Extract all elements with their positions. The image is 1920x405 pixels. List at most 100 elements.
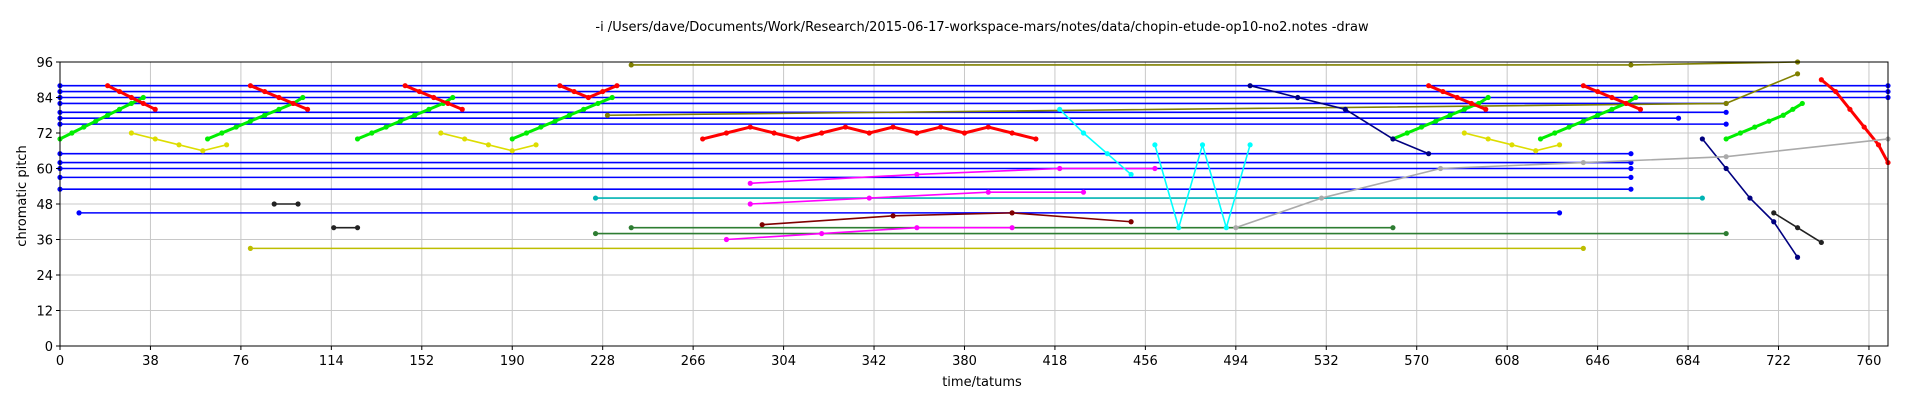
series-45 [1461,130,1563,154]
data-point [1623,100,1629,107]
series-23 [57,94,146,142]
data-point [1818,239,1824,246]
data-point [1485,94,1491,101]
data-point [1766,118,1772,124]
x-tick-label: 342 [862,354,887,369]
data-point [700,136,706,142]
data-point [1468,100,1475,107]
data-point [1628,151,1634,157]
data-point [1637,106,1644,112]
data-point [571,88,577,95]
x-tick-label: 570 [1404,354,1429,369]
data-point [1595,88,1601,95]
data-point [1799,100,1805,107]
series-35 [1426,83,1489,112]
data-point [412,112,418,118]
series-38 [1057,106,1134,178]
x-tick-label: 190 [500,354,525,369]
series-22 [604,71,1801,118]
series-layer [57,59,1891,260]
data-point [176,142,182,148]
data-point [538,124,544,130]
data-point [1580,118,1586,124]
x-tick-label: 228 [590,354,615,369]
data-point [224,142,230,148]
data-point [200,148,206,154]
data-point [247,245,254,251]
data-point [128,130,135,136]
data-point [426,106,432,112]
data-point [1752,124,1758,130]
series-16 [247,245,1586,251]
data-point [431,94,437,101]
data-point [509,148,515,154]
data-point [450,94,456,101]
data-point [262,112,268,118]
x-tick-label: 418 [1043,354,1068,369]
data-point [152,106,158,112]
series-17 [723,225,1015,243]
chart-title: -i /Users/dave/Documents/Work/Research/2… [595,20,1369,35]
data-point [485,142,492,148]
data-point [1723,136,1729,142]
data-point [1794,225,1801,231]
data-point [604,112,611,118]
y-tick-label: 60 [36,163,53,178]
x-tick-label: 760 [1857,354,1882,369]
series-37 [1818,77,1891,166]
data-point [592,230,599,237]
series-line [726,226,1013,241]
data-point [1057,165,1063,172]
x-tick-label: 380 [952,354,977,369]
data-point [600,88,606,95]
series-15 [592,195,1705,201]
data-point [116,106,123,112]
data-point [1176,225,1182,231]
data-point [369,130,375,136]
data-point [116,88,123,95]
data-point [1009,130,1015,136]
x-axis-label: time/tatums [942,375,1022,390]
series-19 [747,165,1158,186]
data-point [723,236,730,243]
data-point [759,222,765,228]
y-tick-label: 96 [36,56,53,71]
data-point [985,189,991,195]
data-point [76,210,82,216]
data-point [459,106,465,112]
data-point [1461,130,1467,136]
series-44 [438,130,539,154]
series-6 [57,121,1729,127]
data-point [383,124,389,130]
data-point [354,136,361,142]
y-tick-label: 12 [36,305,53,320]
series-41 [1699,136,1801,260]
data-point [1628,62,1634,68]
series-12 [76,210,1563,216]
series-5 [57,115,1682,121]
data-point [354,225,361,231]
data-point [1790,106,1796,112]
data-point [938,124,944,130]
x-tick-label: 494 [1223,354,1248,369]
data-point [509,136,515,142]
data-point [1780,112,1786,118]
x-axis: 0 38 76 114 152 190 228 266 304 342 380 418 456 494 53… [56,346,1882,369]
series-1 [57,88,1891,95]
data-point [1633,94,1639,101]
series-9 [57,165,1634,172]
data-point [842,124,849,130]
data-point [1537,136,1544,142]
data-point [614,83,620,89]
data-point [105,112,111,118]
data-point [1699,195,1705,201]
data-point [533,142,539,148]
x-tick-label: 152 [409,354,434,369]
series-21 [628,59,1801,68]
data-point [445,100,451,107]
data-point [1628,186,1634,192]
series-40 [1247,83,1432,157]
data-point [628,62,634,68]
data-point [1509,142,1515,148]
data-point [1556,142,1563,148]
